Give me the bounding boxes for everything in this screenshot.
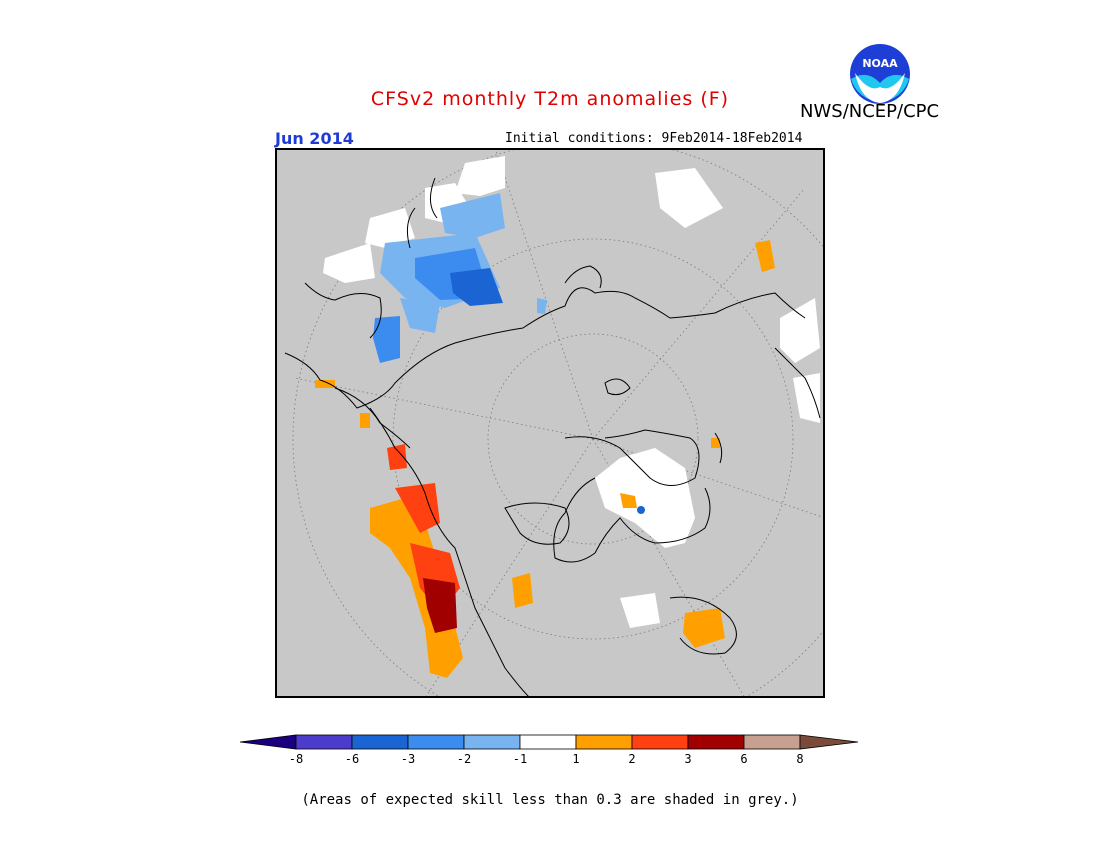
noaa-logo: NOAA: [850, 44, 910, 104]
colorbar-bin: [239, 734, 297, 750]
colorbar-tick-label: 1: [572, 752, 579, 766]
colorbar-tick-label: -2: [457, 752, 471, 766]
colorbar-bin: [519, 734, 577, 750]
colorbar-bin: [351, 734, 409, 750]
coastlines: [284, 177, 821, 698]
colorbar-tick-label: -6: [345, 752, 359, 766]
initial-conditions: Initial conditions: 9Feb2014-18Feb2014: [505, 131, 803, 146]
anomaly-map: [275, 148, 825, 698]
colorbar-bin: [295, 734, 353, 750]
skill-footnote: (Areas of expected skill less than 0.3 a…: [301, 792, 799, 808]
colorbar-bin: [631, 734, 689, 750]
colorbar-bin: [407, 734, 465, 750]
logo-text: NOAA: [862, 57, 898, 70]
valid-month: Jun 2014: [275, 129, 354, 148]
map-border: [275, 148, 825, 698]
warm-anomaly-patches: [315, 240, 775, 678]
colorbar-bin: [743, 734, 801, 750]
colorbar-tick-label: -1: [513, 752, 527, 766]
colorbar-legend: -8 -6 -3 -2 -1 1 2 3 6 8: [239, 734, 859, 766]
colorbar-bin: [799, 734, 859, 750]
colorbar-tick-label: 2: [628, 752, 635, 766]
colorbar-tick-label: 6: [740, 752, 747, 766]
map-background: [275, 148, 825, 698]
colorbar-bin: [575, 734, 633, 750]
colorbar-tick-label: -8: [289, 752, 303, 766]
cold-anomaly-patches: [373, 193, 645, 514]
chart-title: CFSv2 monthly T2m anomalies (F): [370, 88, 730, 110]
neutral-anomaly-patches: [323, 156, 820, 628]
colorbar-bin: [463, 734, 521, 750]
colorbar-bin: [687, 734, 745, 750]
colorbar-tick-label: 3: [684, 752, 691, 766]
agency-label: NWS/NCEP/CPC: [800, 101, 940, 122]
colorbar-tick-label: 8: [796, 752, 803, 766]
colorbar-tick-label: -3: [401, 752, 415, 766]
